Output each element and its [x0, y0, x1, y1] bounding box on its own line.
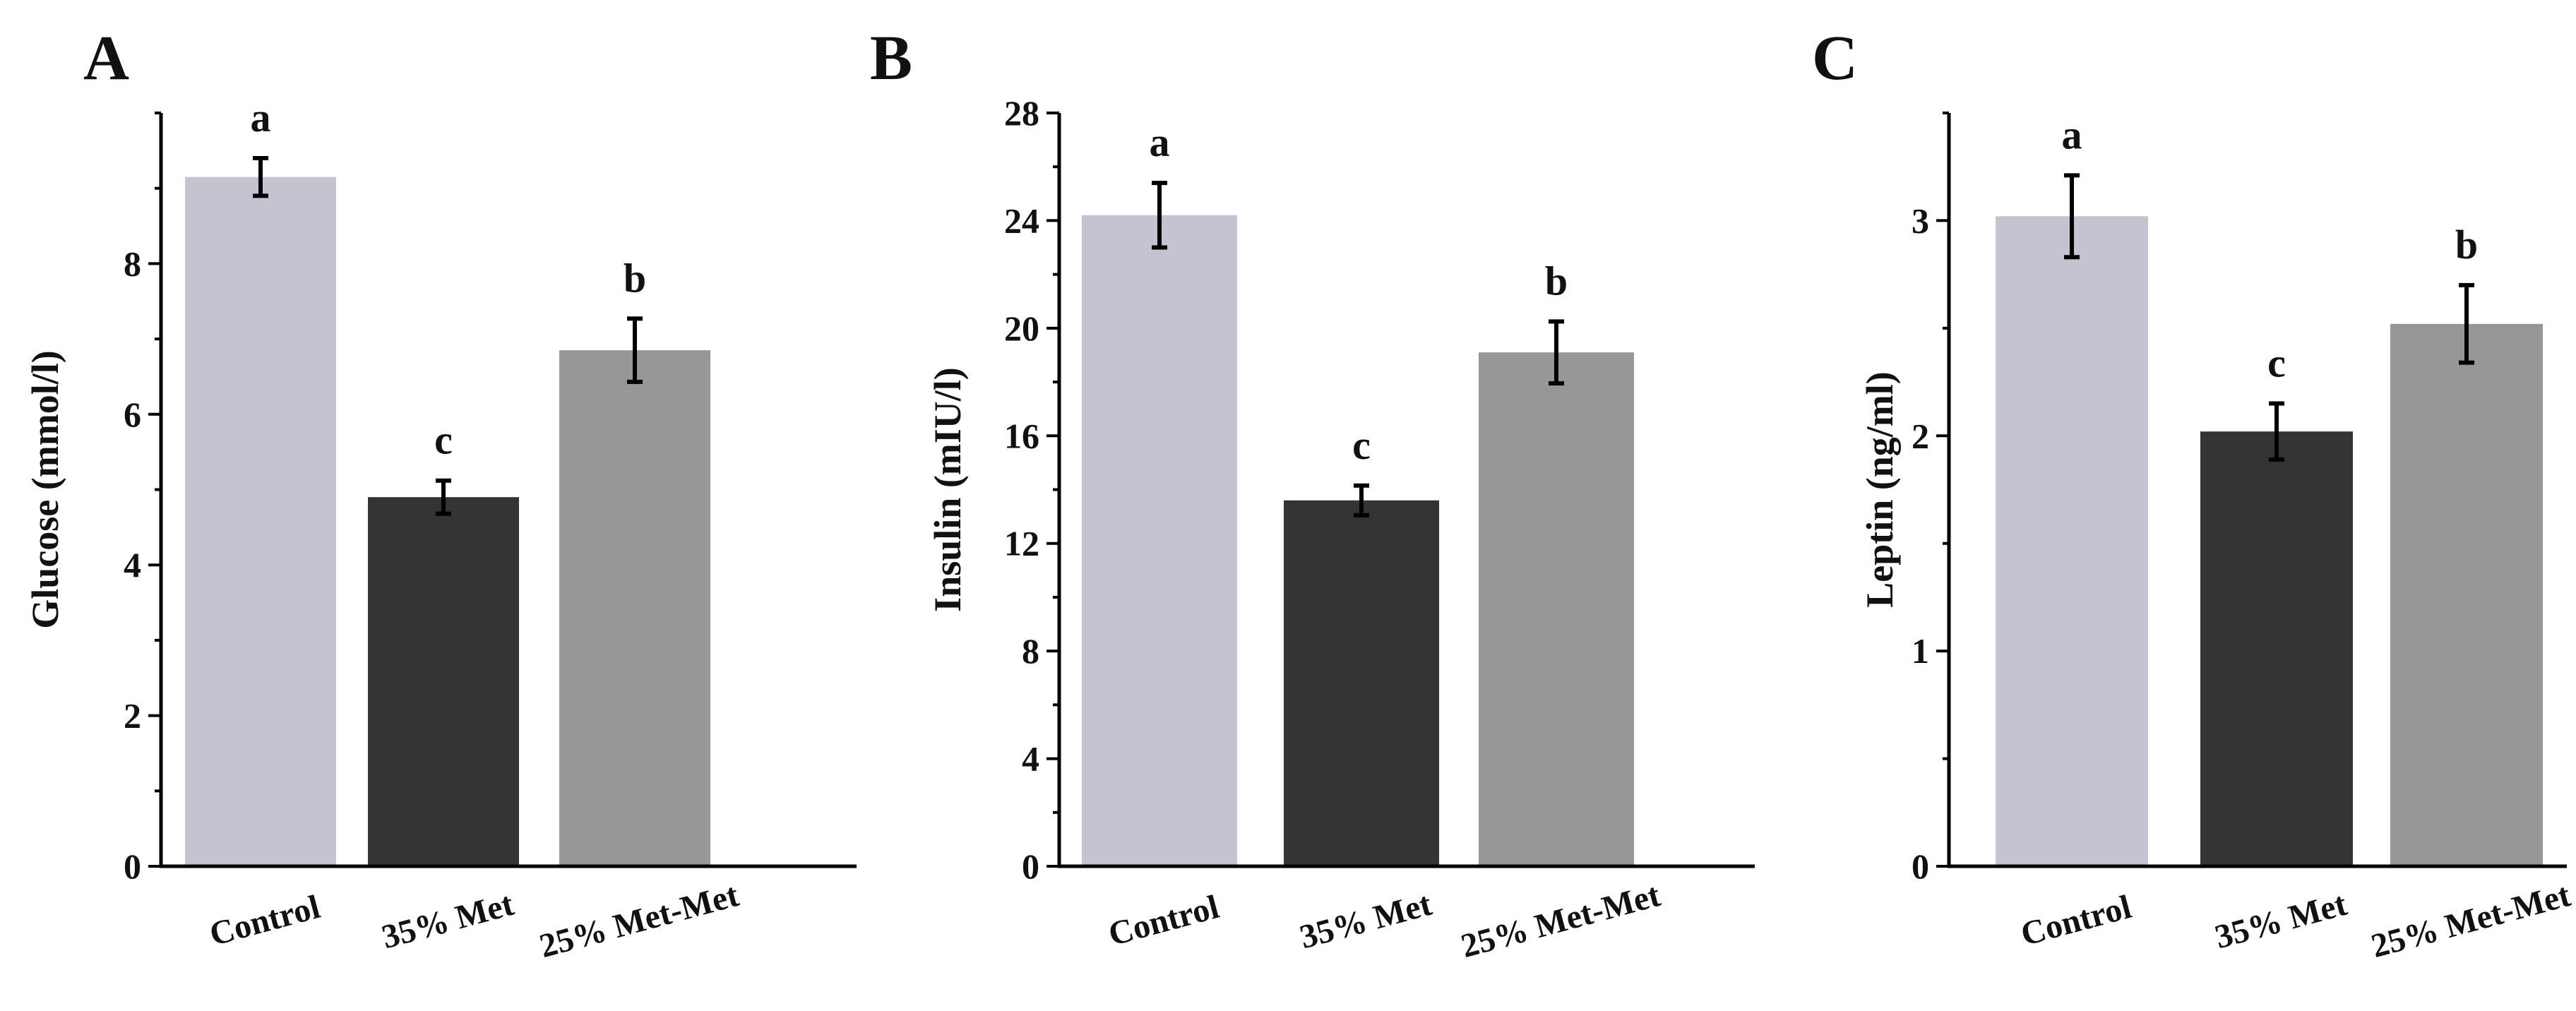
significance-letter: c [2267, 340, 2286, 386]
error-bar-2 [1354, 483, 1369, 518]
y-tick-label: 16 [1004, 416, 1039, 455]
y-tick-label: 0 [124, 847, 141, 886]
error-bar-3 [2459, 282, 2474, 365]
panel-A: Aa Control c 35% Met b 25% Met-Met 0 2 4 6 8 Glucos… [24, 23, 857, 965]
error-bar-1 [1152, 181, 1167, 250]
bar-1 [185, 177, 336, 866]
y-tick-label: 4 [1022, 739, 1039, 779]
error-bar-3 [1549, 319, 1564, 385]
y-tick-label: 2 [124, 696, 141, 736]
y-tick-label: 12 [1004, 524, 1039, 563]
y-tick-label: 2 [1912, 416, 1929, 455]
y-tick-label: 1 [1912, 631, 1929, 671]
bar-2 [368, 497, 519, 866]
error-bar-2 [436, 478, 451, 516]
category-label: 25% Met-Met [2367, 876, 2574, 965]
y-tick-label: 0 [1912, 847, 1929, 886]
category-label: 25% Met-Met [1457, 876, 1664, 965]
y-tick-label: 8 [1022, 631, 1039, 671]
y-tick-label: 20 [1004, 309, 1039, 348]
significance-letter: a [251, 95, 271, 140]
bar-3 [2390, 323, 2543, 866]
error-bar-3 [627, 316, 643, 384]
category-label: 35% Met [2211, 885, 2351, 957]
bar-1 [1996, 216, 2148, 866]
category-label: Control [2017, 888, 2135, 953]
category-label: 35% Met [378, 885, 518, 957]
category-label: Control [1104, 888, 1222, 953]
panel-C: Ca Control c 35% Met b 25% Met-Met 0 1 2 3 Leptin … [1812, 23, 2575, 965]
y-axis-label: Glucose (mmol/l) [24, 350, 66, 628]
significance-letter: b [624, 255, 646, 301]
bar-3 [1479, 352, 1634, 866]
y-axis-label: Leptin (ng/ml) [1859, 371, 1901, 608]
y-tick-label: 0 [1022, 847, 1039, 886]
bar-1 [1082, 215, 1237, 866]
category-label: 35% Met [1296, 885, 1436, 957]
panel-letter: A [83, 23, 129, 93]
significance-letter: b [1545, 258, 1568, 304]
y-tick-label: 8 [124, 244, 141, 283]
panel-letter: C [1812, 23, 1858, 93]
category-label: 25% Met-Met [535, 876, 742, 965]
error-bar-2 [2269, 401, 2284, 462]
significance-letter: c [1352, 422, 1371, 468]
significance-letter: c [434, 417, 453, 463]
significance-letter: b [2455, 222, 2478, 268]
significance-letter: a [2062, 112, 2082, 157]
error-bar-1 [253, 156, 268, 198]
y-tick-label: 4 [124, 545, 141, 585]
bar-2 [2200, 431, 2353, 866]
bar-3 [559, 350, 710, 867]
significance-letter: a [1150, 119, 1170, 165]
panel-B: Ba Control c 35% Met b 25% Met-Met 0 4 8 12 16 20 24… [870, 23, 1755, 965]
y-tick-label: 6 [124, 395, 141, 434]
panel-letter: B [870, 23, 912, 93]
y-tick-label: 28 [1004, 93, 1039, 133]
y-tick-label: 3 [1912, 201, 1929, 240]
error-bar-1 [2064, 173, 2080, 260]
category-label: Control [205, 888, 323, 953]
y-tick-label: 24 [1004, 201, 1039, 240]
y-axis-label: Insulin (mIU/l) [926, 367, 969, 612]
bar-2 [1284, 500, 1439, 866]
